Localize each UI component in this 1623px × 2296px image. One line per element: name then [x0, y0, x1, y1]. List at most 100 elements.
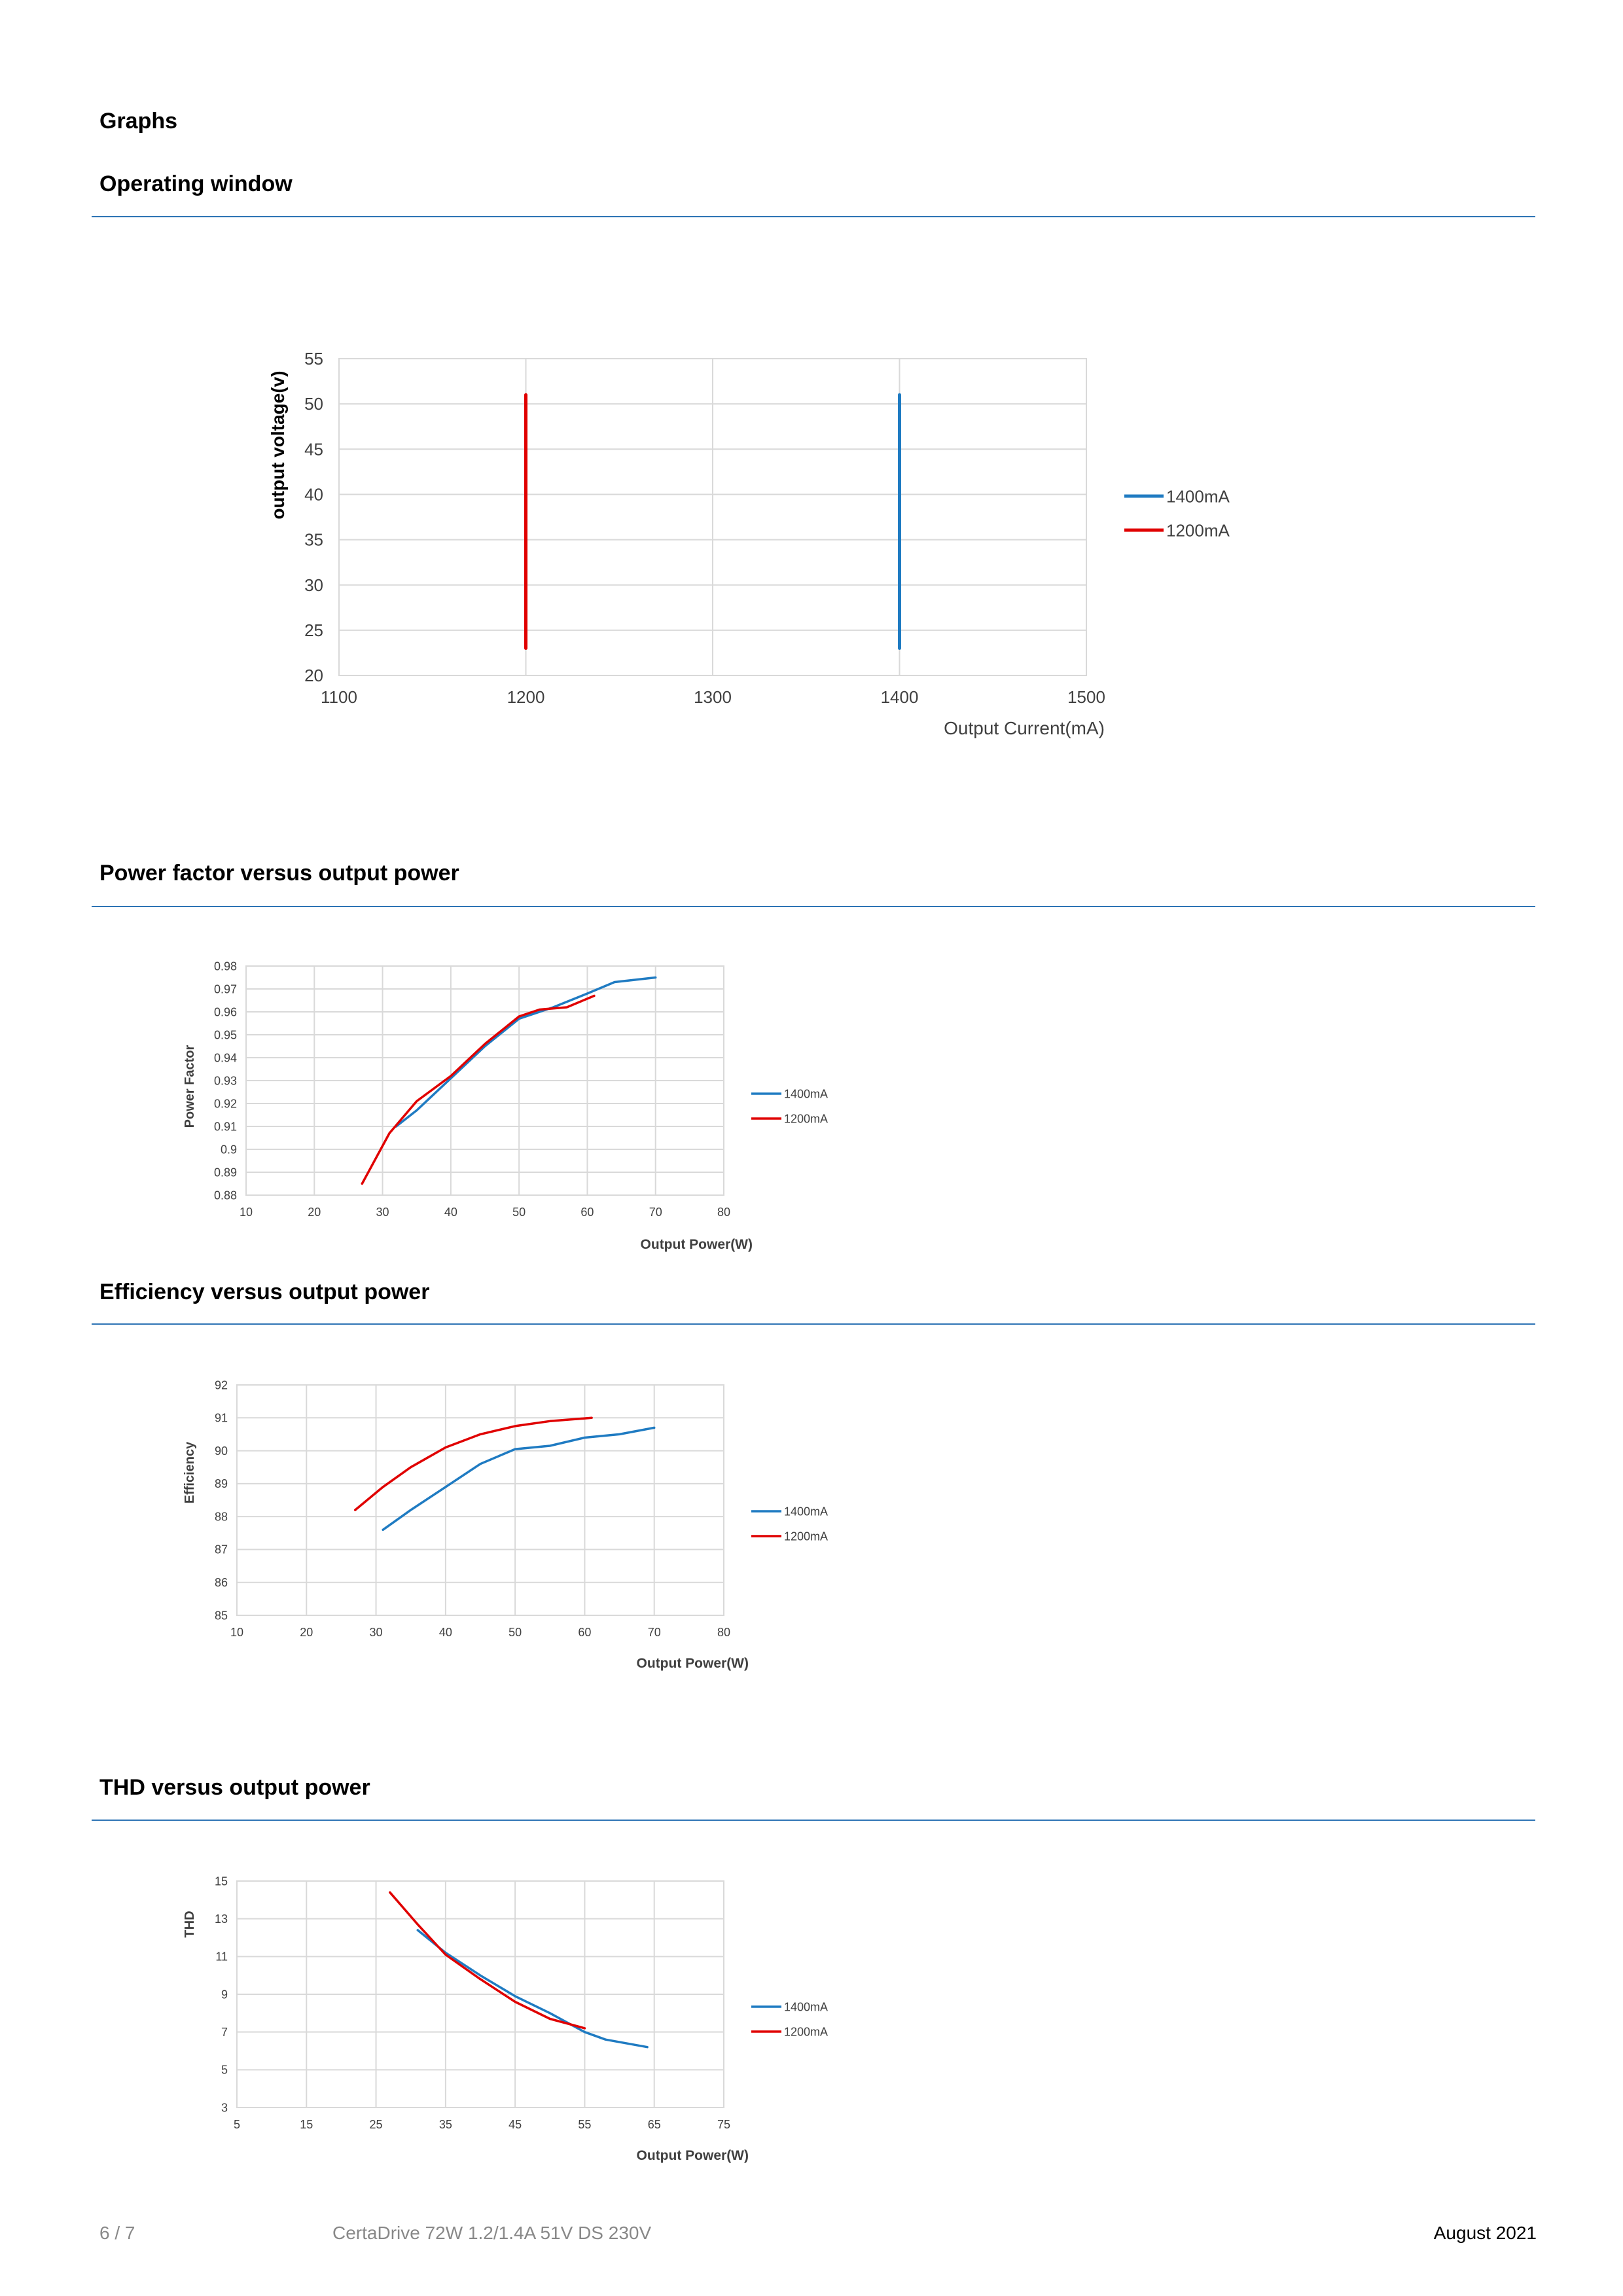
- y-tick-label: 85: [215, 1609, 228, 1622]
- x-tick-label: 70: [649, 1206, 662, 1219]
- x-tick-label: 40: [444, 1206, 457, 1219]
- y-tick-label: 86: [215, 1576, 228, 1589]
- efficiency-chart: 10 20 30 40 50 60 70 80 85 86 87 88 89 90 91 92 Output P…: [183, 1378, 828, 1671]
- series-line-1400mA: [382, 1426, 656, 1532]
- section-title-power-factor: Power factor versus output power: [99, 861, 459, 886]
- y-tick-label: 87: [215, 1543, 228, 1556]
- x-axis-title: Output Power(W): [641, 1237, 753, 1252]
- x-tick-label: 60: [578, 1626, 591, 1639]
- legend-label-1400mA: 1400mA: [784, 2000, 828, 2013]
- y-tick-label: 35: [304, 530, 323, 550]
- x-tick-label: 20: [308, 1206, 321, 1219]
- legend-label-1400mA: 1400mA: [784, 1505, 828, 1518]
- x-axis-title: Output Power(W): [637, 2148, 749, 2163]
- y-tick-label: 20: [304, 666, 323, 685]
- x-tick-label: 30: [370, 1626, 383, 1639]
- section-divider: [92, 1820, 1535, 1821]
- page-heading: Graphs: [99, 109, 178, 134]
- power-factor-chart: 10 20 30 40 50 60 70 80 0.88 0.89 0.9 0.91 0.92 0.93 0…: [183, 960, 828, 1252]
- y-tick-label: 55: [304, 349, 323, 368]
- series-line-1200mA: [361, 994, 596, 1185]
- y-tick-label: 30: [304, 575, 323, 595]
- x-tick-label: 5: [234, 2118, 240, 2131]
- series-line-1400mA: [395, 976, 657, 1128]
- y-tick-label: 50: [304, 394, 323, 414]
- y-tick-label: 89: [215, 1477, 228, 1490]
- y-tick-label: 0.91: [214, 1120, 237, 1133]
- x-tick-label: 70: [648, 1626, 661, 1639]
- section-title-operating-window: Operating window: [99, 171, 293, 196]
- x-tick-label: 10: [230, 1626, 243, 1639]
- y-axis-title: output voltage(v): [268, 370, 288, 519]
- y-tick-label: 0.96: [214, 1005, 237, 1018]
- x-tick-label: 1300: [694, 687, 732, 707]
- y-tick-label: 3: [221, 2101, 228, 2114]
- legend-label-1200mA: 1200mA: [784, 2025, 828, 2038]
- x-tick-label: 50: [508, 1626, 522, 1639]
- y-tick-label: 0.95: [214, 1028, 237, 1041]
- section-divider: [92, 906, 1535, 907]
- y-axis-title: Power Factor: [183, 1045, 197, 1128]
- y-tick-label: 13: [215, 1912, 228, 1926]
- section-title-efficiency: Efficiency versus output power: [99, 1280, 430, 1304]
- legend-label-1200mA: 1200mA: [784, 1112, 828, 1125]
- operating-window-chart: 1100 1200 1300 1400 1500 20 25 30 35 40 45 50 55 Outp…: [268, 349, 1230, 738]
- y-tick-label: 0.92: [214, 1097, 237, 1110]
- x-tick-label: 50: [512, 1206, 526, 1219]
- y-tick-label: 11: [215, 1950, 228, 1964]
- series-line-1200mA: [389, 1891, 586, 2030]
- y-tick-label: 45: [304, 439, 323, 459]
- y-tick-label: 90: [215, 1444, 228, 1458]
- footer-page-number: 6 / 7: [99, 2223, 135, 2243]
- x-tick-label: 25: [370, 2118, 383, 2131]
- y-tick-label: 15: [215, 1874, 228, 1888]
- section-title-thd: THD versus output power: [99, 1775, 370, 1800]
- x-tick-label: 15: [300, 2118, 313, 2131]
- y-tick-label: 25: [304, 620, 323, 640]
- x-tick-label: 1200: [507, 687, 545, 707]
- x-tick-label: 40: [439, 1626, 452, 1639]
- y-tick-label: 5: [221, 2064, 228, 2077]
- legend-label-1200mA: 1200mA: [784, 1530, 828, 1543]
- y-tick-label: 7: [221, 2026, 228, 2039]
- y-tick-label: 40: [304, 485, 323, 505]
- x-tick-label: 30: [376, 1206, 389, 1219]
- x-tick-label: 20: [300, 1626, 313, 1639]
- x-tick-label: 60: [580, 1206, 594, 1219]
- y-axis-title: Efficiency: [183, 1441, 197, 1503]
- x-tick-label: 1500: [1067, 687, 1105, 707]
- footer-date: August 2021: [1433, 2223, 1537, 2243]
- x-tick-label: 1400: [881, 687, 919, 707]
- x-tick-label: 45: [508, 2118, 522, 2131]
- y-tick-label: 92: [215, 1378, 228, 1391]
- x-tick-label: 10: [240, 1206, 253, 1219]
- footer-product-name: CertaDrive 72W 1.2/1.4A 51V DS 230V: [332, 2223, 652, 2243]
- y-tick-label: 0.89: [214, 1166, 237, 1179]
- plot-area: [236, 1384, 724, 1616]
- x-tick-label: 1100: [321, 687, 357, 707]
- y-tick-label: 0.93: [214, 1074, 237, 1087]
- legend-label-1200mA: 1200mA: [1166, 520, 1230, 540]
- x-axis-title: Output Power(W): [637, 1656, 749, 1671]
- x-tick-label: 75: [717, 2118, 730, 2131]
- y-tick-label: 91: [215, 1412, 228, 1425]
- y-axis-title: THD: [183, 1910, 197, 1937]
- y-tick-label: 0.9: [221, 1143, 237, 1156]
- y-tick-label: 0.94: [214, 1051, 237, 1064]
- section-divider: [92, 216, 1535, 217]
- y-tick-label: 0.98: [214, 960, 237, 973]
- x-tick-label: 65: [648, 2118, 661, 2131]
- legend-label-1400mA: 1400mA: [1166, 486, 1230, 506]
- section-divider: [92, 1323, 1535, 1325]
- series-line-1400mA: [416, 1929, 649, 2049]
- x-tick-label: 55: [578, 2118, 591, 2131]
- y-tick-label: 9: [221, 1988, 228, 2001]
- x-tick-label: 80: [717, 1206, 730, 1219]
- x-tick-label: 80: [717, 1626, 730, 1639]
- x-tick-label: 35: [439, 2118, 452, 2131]
- y-tick-label: 0.88: [214, 1189, 237, 1202]
- x-axis-title: Output Current(mA): [944, 718, 1105, 738]
- legend-label-1400mA: 1400mA: [784, 1087, 828, 1100]
- series-line-1200mA: [353, 1416, 593, 1511]
